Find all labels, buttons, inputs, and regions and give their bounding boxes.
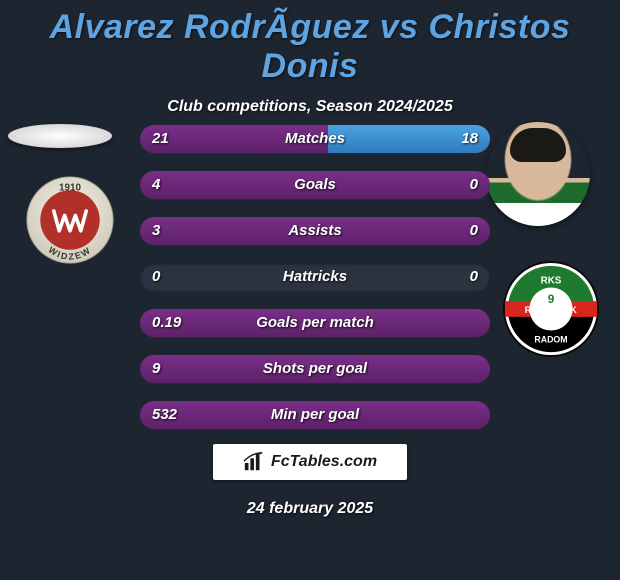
club-crest-left: 1910 WIDZEW bbox=[25, 175, 115, 265]
stat-row-hattricks: 0 Hattricks 0 bbox=[140, 263, 490, 291]
stat-value-right: 18 bbox=[461, 125, 478, 153]
stat-row-min-per-goal: 532 Min per goal bbox=[140, 401, 490, 429]
stat-label: Shots per goal bbox=[140, 355, 490, 383]
crest-right-top-text: RKS bbox=[541, 276, 562, 287]
stat-row-goals-per-match: 0.19 Goals per match bbox=[140, 309, 490, 337]
player-right-photo bbox=[486, 122, 590, 226]
page-subtitle: Club competitions, Season 2024/2025 bbox=[0, 98, 620, 116]
player-left-photo bbox=[8, 124, 112, 148]
stat-label: Hattricks bbox=[140, 263, 490, 291]
page-title: Alvarez RodrÃ­guez vs Christos Donis bbox=[0, 0, 620, 86]
stat-row-shots-per-goal: 9 Shots per goal bbox=[140, 355, 490, 383]
stat-row-goals: 4 Goals 0 bbox=[140, 171, 490, 199]
stat-label: Matches bbox=[140, 125, 490, 153]
brand-box: FcTables.com bbox=[213, 444, 407, 480]
brand-text: FcTables.com bbox=[271, 453, 377, 471]
crest-right-bottom-text: RADOM bbox=[534, 334, 567, 344]
date-text: 24 february 2025 bbox=[0, 500, 620, 518]
club-crest-right: RKS RADOMIAK RADOM 9 bbox=[502, 260, 600, 358]
stat-label: Goals bbox=[140, 171, 490, 199]
stat-label: Goals per match bbox=[140, 309, 490, 337]
stat-value-right: 0 bbox=[470, 263, 478, 291]
stat-row-matches: 21 Matches 18 bbox=[140, 125, 490, 153]
stat-value-right: 0 bbox=[470, 171, 478, 199]
bar-chart-logo-icon bbox=[243, 451, 265, 473]
crest-left-year: 1910 bbox=[59, 182, 81, 193]
stats-area: 21 Matches 18 4 Goals 0 3 Assists 0 0 Ha… bbox=[140, 125, 490, 447]
stat-row-assists: 3 Assists 0 bbox=[140, 217, 490, 245]
crest-right-number: 9 bbox=[548, 293, 555, 306]
stat-label: Min per goal bbox=[140, 401, 490, 429]
stat-value-right: 0 bbox=[470, 217, 478, 245]
crest-right-band-text: RADOMIAK bbox=[525, 305, 578, 315]
stat-label: Assists bbox=[140, 217, 490, 245]
